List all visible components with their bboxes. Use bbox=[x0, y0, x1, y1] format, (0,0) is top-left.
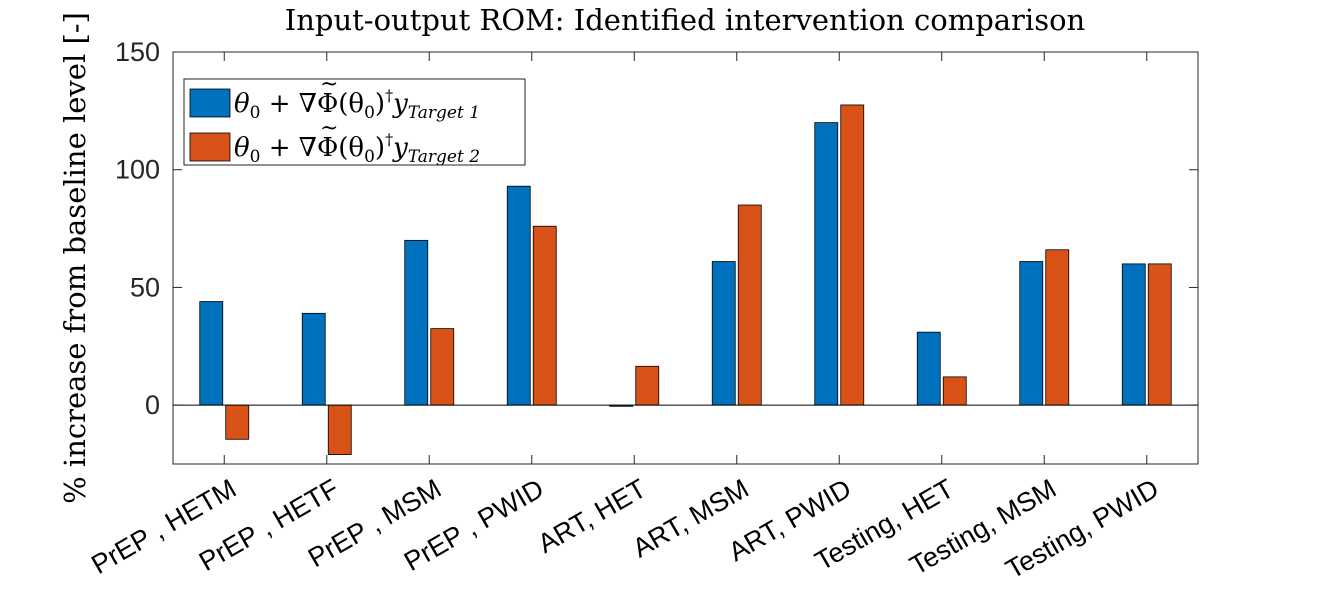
legend: θ0 + ∇Φ(θ0)†yTarget 1~θ0 + ∇Φ(θ0)†yTarge… bbox=[183, 72, 526, 167]
bar-series2-6 bbox=[737, 204, 762, 406]
legend-label-series2: θ0 + ∇Φ(θ0)†yTarget 2 bbox=[234, 130, 480, 167]
legend-tilde-series1: ~ bbox=[320, 72, 338, 97]
legend-swatch-series2 bbox=[189, 132, 231, 162]
y-tick-label: 100 bbox=[115, 155, 160, 185]
legend-tilde-series2: ~ bbox=[320, 116, 338, 141]
y-tick-label: 150 bbox=[115, 37, 160, 67]
bar-series2-8 bbox=[942, 376, 967, 406]
bar-series1-8 bbox=[916, 331, 941, 406]
bar-series1-7 bbox=[814, 122, 839, 406]
bar-series2-4 bbox=[532, 225, 557, 406]
bar-series1-2 bbox=[301, 312, 326, 406]
bar-series2-7 bbox=[840, 104, 865, 406]
y-tick-label: 50 bbox=[130, 272, 160, 302]
legend-label-series1: θ0 + ∇Φ(θ0)†yTarget 1 bbox=[234, 86, 480, 123]
y-axis-label: % increase from baseline level [-] bbox=[58, 12, 92, 504]
bar-series2-5 bbox=[635, 365, 660, 406]
bar-series2-10 bbox=[1147, 263, 1172, 406]
plot-frame bbox=[172, 51, 1199, 465]
chart-title: Input-output ROM: Identified interventio… bbox=[285, 3, 1085, 37]
bar-series1-10 bbox=[1121, 263, 1146, 406]
bar-series2-2 bbox=[327, 404, 352, 455]
bar-series1-6 bbox=[711, 261, 736, 406]
bar-series2-1 bbox=[225, 404, 250, 440]
legend-swatch-series1 bbox=[189, 88, 231, 118]
y-tick-label: 0 bbox=[145, 390, 160, 420]
bar-series1-4 bbox=[506, 185, 531, 406]
legend-box bbox=[183, 78, 526, 166]
bar-series2-3 bbox=[430, 328, 455, 406]
bar-series2-9 bbox=[1045, 249, 1070, 406]
bar-series1-1 bbox=[199, 301, 224, 406]
bar-series1-3 bbox=[404, 239, 429, 406]
bar-series1-9 bbox=[1019, 261, 1044, 406]
